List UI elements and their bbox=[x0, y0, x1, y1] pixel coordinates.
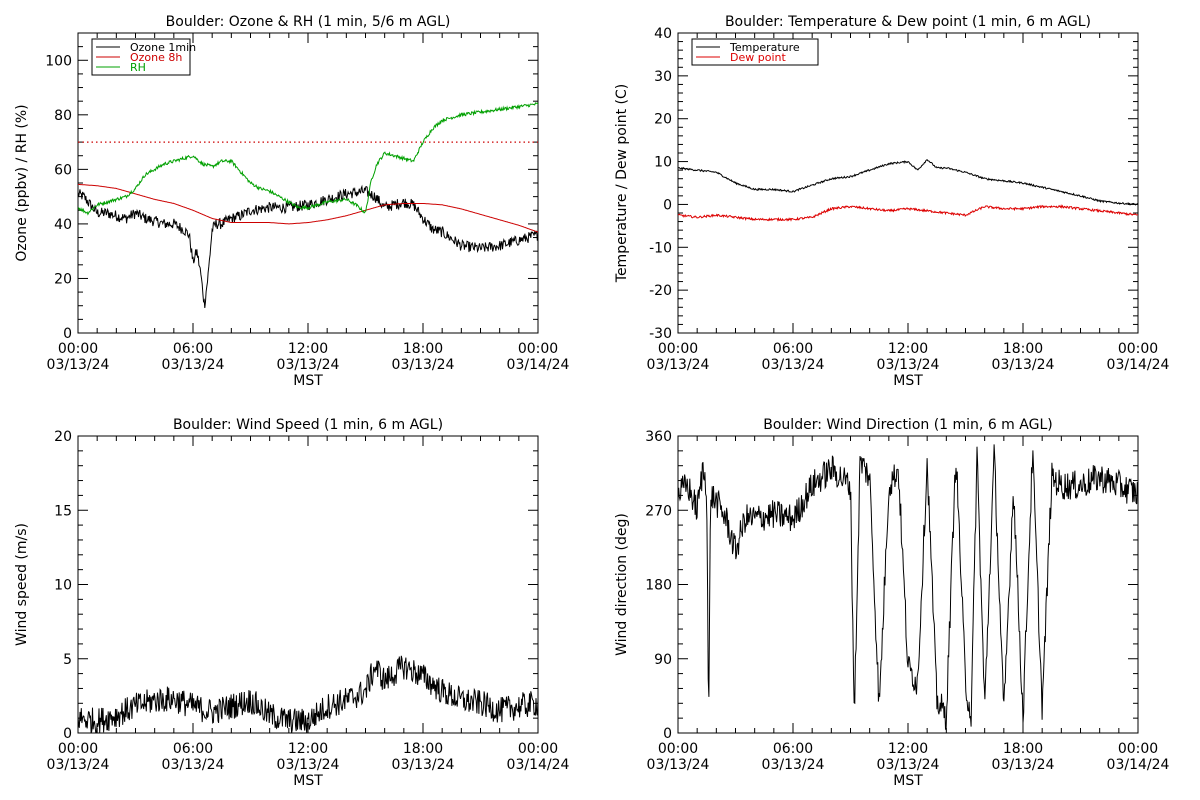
chart-title: Boulder: Wind Speed (1 min, 6 m AGL) bbox=[173, 417, 443, 433]
legend-label: Ozone 8h bbox=[130, 51, 182, 64]
x-tick-date: 03/13/24 bbox=[762, 757, 825, 773]
x-tick-date: 03/13/24 bbox=[277, 757, 340, 773]
chart-title: Boulder: Ozone & RH (1 min, 5/6 m AGL) bbox=[166, 14, 451, 30]
chart-panel-temp_dew: Boulder: Temperature & Dew point (1 min,… bbox=[614, 14, 1170, 389]
plot-frame bbox=[677, 32, 1139, 334]
y-tick-label: -10 bbox=[649, 240, 672, 256]
chart-title: Boulder: Temperature & Dew point (1 min,… bbox=[725, 14, 1091, 30]
y-tick-label: 40 bbox=[54, 217, 72, 233]
x-tick-date: 03/13/24 bbox=[277, 357, 340, 373]
x-tick-date: 03/14/24 bbox=[1107, 357, 1170, 373]
y-tick-label: 90 bbox=[654, 652, 672, 668]
y-tick-label: 180 bbox=[645, 578, 672, 594]
y-tick-label: 0 bbox=[63, 326, 72, 342]
series-line-dew-point bbox=[678, 204, 1138, 222]
series-line-0 bbox=[78, 655, 538, 733]
plot-frame bbox=[677, 435, 1139, 734]
x-tick-time: 00:00 bbox=[1118, 741, 1158, 757]
legend-label: Dew point bbox=[730, 51, 786, 64]
x-tick-time: 00:00 bbox=[518, 741, 558, 757]
y-tick-label: -20 bbox=[649, 283, 672, 299]
x-tick-time: 00:00 bbox=[58, 341, 98, 357]
x-tick-date: 03/14/24 bbox=[507, 357, 570, 373]
x-tick-time: 12:00 bbox=[888, 341, 928, 357]
y-tick-label: 80 bbox=[54, 108, 72, 124]
x-tick-time: 06:00 bbox=[173, 341, 213, 357]
x-tick-time: 18:00 bbox=[403, 741, 443, 757]
x-axis-label: MST bbox=[293, 373, 323, 389]
x-tick-time: 00:00 bbox=[58, 741, 98, 757]
x-tick-date: 03/13/24 bbox=[47, 757, 110, 773]
x-tick-date: 03/13/24 bbox=[647, 357, 710, 373]
series-line-ozone-8h bbox=[78, 183, 538, 233]
series-line-temperature bbox=[678, 159, 1138, 206]
y-axis-label: Wind direction (deg) bbox=[614, 513, 630, 656]
x-tick-time: 06:00 bbox=[773, 741, 813, 757]
x-tick-date: 03/13/24 bbox=[162, 757, 225, 773]
x-tick-date: 03/14/24 bbox=[1107, 757, 1170, 773]
y-tick-label: 10 bbox=[654, 155, 672, 171]
plot-frame bbox=[77, 435, 539, 734]
x-tick-time: 00:00 bbox=[1118, 341, 1158, 357]
x-axis-label: MST bbox=[893, 373, 923, 389]
x-tick-date: 03/13/24 bbox=[647, 757, 710, 773]
y-axis-label: Ozone (ppbv) / RH (%) bbox=[14, 104, 30, 261]
y-tick-label: 40 bbox=[654, 26, 672, 42]
y-tick-label: 60 bbox=[54, 162, 72, 178]
series-line-0 bbox=[678, 444, 1138, 732]
y-tick-label: 20 bbox=[54, 429, 72, 445]
x-tick-time: 12:00 bbox=[288, 741, 328, 757]
y-tick-label: 0 bbox=[63, 726, 72, 742]
y-tick-label: 20 bbox=[54, 271, 72, 287]
chart-title: Boulder: Wind Direction (1 min, 6 m AGL) bbox=[763, 417, 1052, 433]
x-tick-time: 18:00 bbox=[403, 341, 443, 357]
x-tick-time: 18:00 bbox=[1003, 741, 1043, 757]
plot-frame bbox=[77, 32, 539, 334]
x-tick-date: 03/13/24 bbox=[992, 357, 1055, 373]
chart-panel-wind_speed: Boulder: Wind Speed (1 min, 6 m AGL) 0 5 10… bbox=[14, 417, 570, 789]
x-axis-label: MST bbox=[293, 773, 323, 789]
x-tick-time: 06:00 bbox=[773, 341, 813, 357]
y-tick-label: 360 bbox=[645, 429, 672, 445]
chart-panel-ozone_rh: Boulder: Ozone & RH (1 min, 5/6 m AGL) 0 2… bbox=[14, 14, 570, 389]
x-tick-time: 00:00 bbox=[518, 341, 558, 357]
x-tick-time: 06:00 bbox=[173, 741, 213, 757]
series-line-ozone-1min bbox=[78, 184, 538, 309]
y-tick-label: 270 bbox=[645, 503, 672, 519]
x-tick-date: 03/13/24 bbox=[392, 357, 455, 373]
x-tick-date: 03/14/24 bbox=[507, 757, 570, 773]
chart-panel-wind_dir: Boulder: Wind Direction (1 min, 6 m AGL)… bbox=[614, 417, 1170, 789]
x-tick-time: 12:00 bbox=[888, 741, 928, 757]
x-axis-label: MST bbox=[893, 773, 923, 789]
y-axis-label: Temperature / Dew point (C) bbox=[614, 84, 630, 283]
x-tick-time: 12:00 bbox=[288, 341, 328, 357]
legend-box bbox=[691, 38, 819, 66]
x-tick-date: 03/13/24 bbox=[392, 757, 455, 773]
legend-label: Temperature bbox=[729, 41, 800, 54]
x-tick-date: 03/13/24 bbox=[47, 357, 110, 373]
x-tick-time: 00:00 bbox=[658, 341, 698, 357]
x-tick-date: 03/13/24 bbox=[762, 357, 825, 373]
series-line-rh bbox=[78, 102, 538, 216]
y-tick-label: 20 bbox=[654, 112, 672, 128]
y-tick-label: 0 bbox=[663, 197, 672, 213]
x-tick-date: 03/13/24 bbox=[162, 357, 225, 373]
y-axis-label: Wind speed (m/s) bbox=[14, 523, 30, 646]
legend-label: Ozone 1min bbox=[130, 41, 196, 54]
x-tick-date: 03/13/24 bbox=[877, 357, 940, 373]
x-tick-date: 03/13/24 bbox=[992, 757, 1055, 773]
y-tick-label: 0 bbox=[663, 726, 672, 742]
legend-label: RH bbox=[130, 61, 146, 74]
y-tick-label: 10 bbox=[54, 578, 72, 594]
y-tick-label: 15 bbox=[54, 503, 72, 519]
y-tick-label: 30 bbox=[654, 69, 672, 85]
x-tick-date: 03/13/24 bbox=[877, 757, 940, 773]
y-tick-label: 100 bbox=[45, 53, 72, 69]
x-tick-time: 18:00 bbox=[1003, 341, 1043, 357]
y-tick-label: -30 bbox=[649, 326, 672, 342]
x-tick-time: 00:00 bbox=[658, 741, 698, 757]
y-tick-label: 5 bbox=[63, 652, 72, 668]
